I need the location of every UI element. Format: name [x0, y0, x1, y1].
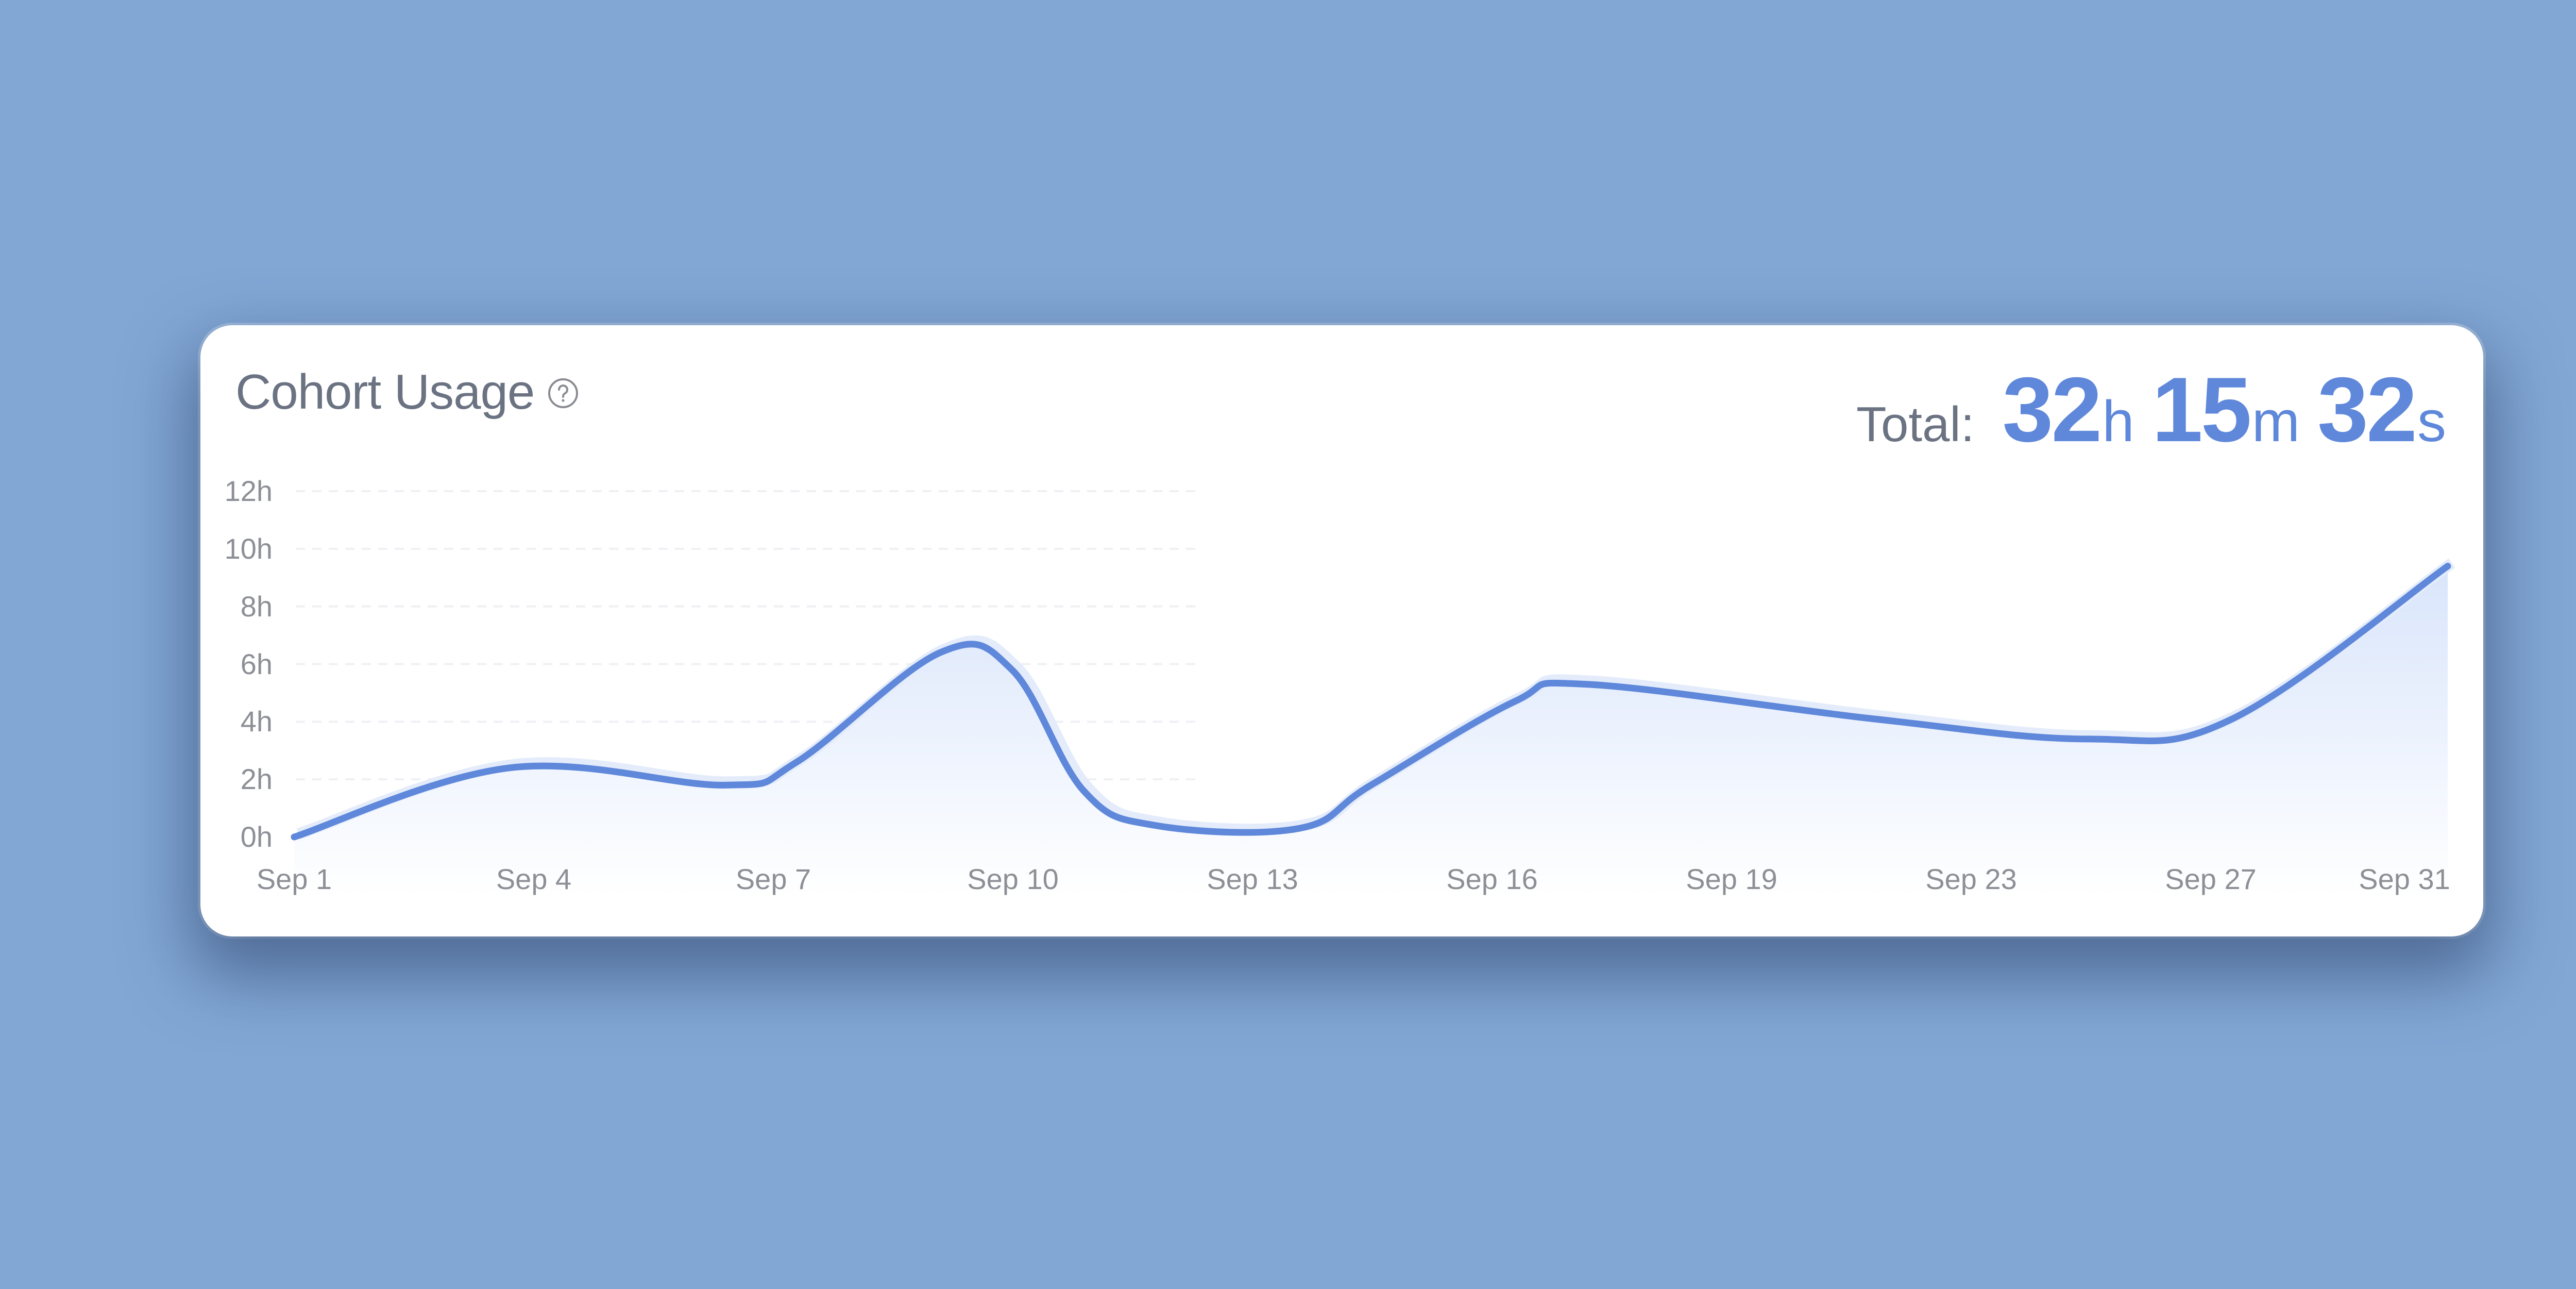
- question-circle-icon[interactable]: [547, 377, 580, 410]
- y-tick-label: 8h: [240, 590, 273, 623]
- y-tick-label: 4h: [240, 705, 273, 738]
- total-usage: Total: 32 h 15 m 32 s: [1856, 364, 2446, 456]
- y-tick-label: 10h: [224, 532, 273, 565]
- x-tick-label: Sep 23: [1925, 863, 2017, 895]
- y-tick-label: 6h: [240, 647, 273, 680]
- hours-unit: h: [2102, 389, 2134, 454]
- y-tick-label: 12h: [224, 475, 273, 507]
- area-fill: [294, 566, 2448, 897]
- x-tick-label: Sep 1: [256, 863, 332, 895]
- usage-line: [291, 562, 2451, 841]
- total-seconds: 32: [2317, 358, 2417, 461]
- x-tick-label: Sep 27: [2165, 863, 2257, 895]
- total-minutes: 15: [2151, 358, 2252, 461]
- usage-area-chart[interactable]: 0h 2h 4h 6h 8h 10h 12h Sep 1 Sep 4 Sep 7 Sep 10 Se…: [200, 325, 2483, 936]
- x-tick-label: Sep 13: [1207, 863, 1298, 895]
- card-title: Cohort Usage: [235, 364, 535, 420]
- chart-plot: [291, 490, 2455, 897]
- total-label: Total:: [1856, 397, 1975, 452]
- cohort-usage-card: Cohort Usage Total: 32 h 15 m 32 s: [200, 325, 2483, 936]
- x-tick-label: Sep 16: [1446, 863, 1538, 895]
- y-tick-label: 2h: [240, 763, 273, 796]
- x-tick-label: Sep 19: [1686, 863, 1777, 895]
- total-hours: 32: [2002, 358, 2102, 461]
- x-tick-label: Sep 4: [496, 863, 572, 895]
- x-tick-label: Sep 7: [735, 863, 811, 895]
- card-title-row: Cohort Usage: [235, 367, 580, 417]
- x-tick-label: Sep 10: [967, 863, 1059, 895]
- y-tick-label: 0h: [240, 821, 273, 853]
- x-tick-label: Sep 31: [2359, 863, 2450, 895]
- minutes-unit: m: [2251, 389, 2300, 454]
- seconds-unit: s: [2417, 389, 2446, 454]
